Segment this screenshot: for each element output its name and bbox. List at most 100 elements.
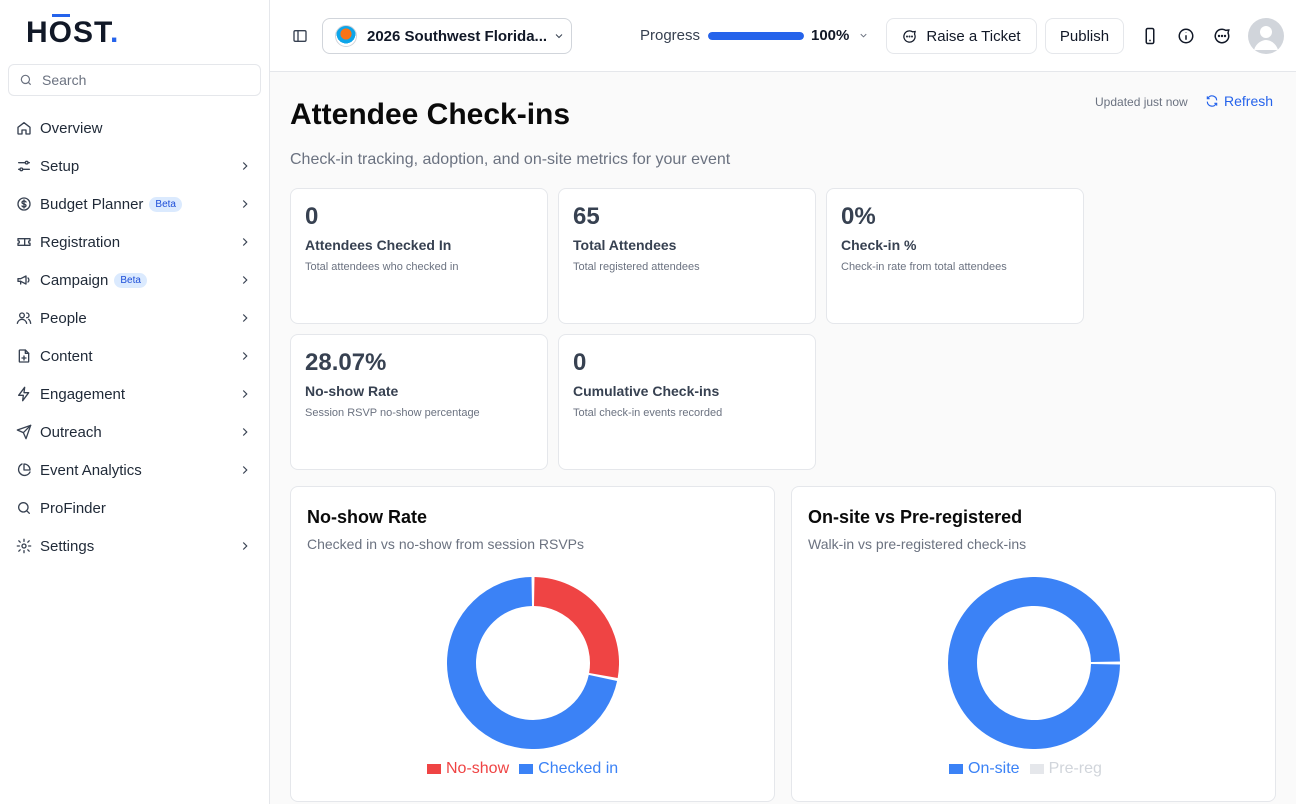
onsite-chart-card: On-site vs Pre-registered Walk-in vs pre… xyxy=(791,486,1276,802)
sidebar-item-event-analytics[interactable]: Event Analytics xyxy=(0,451,270,489)
user-silhouette-icon xyxy=(1254,26,1278,50)
search-icon xyxy=(16,500,32,516)
sidebar-item-label: Campaign xyxy=(40,271,109,289)
sidebar-toggle-icon[interactable] xyxy=(292,28,308,44)
chart-legend: No-show Checked in xyxy=(427,760,628,778)
sidebar-item-profinder[interactable]: ProFinder xyxy=(0,489,270,527)
legend-item-checked-in[interactable]: Checked in xyxy=(519,760,618,778)
donut-slice-no-show[interactable] xyxy=(533,577,619,678)
legend-label: No-show xyxy=(446,760,510,777)
refresh-label: Refresh xyxy=(1224,93,1274,109)
chevron-right-icon xyxy=(242,276,248,284)
chart-subtitle: Checked in vs no-show from session RSVPs xyxy=(307,536,584,552)
chevron-right-icon xyxy=(242,314,248,322)
search-icon xyxy=(20,74,32,86)
dollar-circle-icon xyxy=(16,196,32,212)
mobile-icon[interactable] xyxy=(1141,27,1159,45)
raise-ticket-label: Raise a Ticket xyxy=(926,27,1021,45)
sidebar-item-label: Settings xyxy=(40,537,95,555)
donut-slice-on-site[interactable] xyxy=(948,577,1120,749)
search-input[interactable] xyxy=(42,72,242,88)
sidebar-item-setup[interactable]: Setup xyxy=(0,147,270,185)
no-show-donut-chart xyxy=(447,577,619,749)
publish-button[interactable]: Publish xyxy=(1045,18,1124,54)
sidebar-item-engagement[interactable]: Engagement xyxy=(0,375,270,413)
host-logo[interactable]: HOST. xyxy=(26,14,120,49)
sidebar-item-content[interactable]: Content xyxy=(0,337,270,375)
legend-label: Checked in xyxy=(538,760,619,777)
stat-value: 65 xyxy=(573,203,600,230)
sidebar-item-overview[interactable]: Overview xyxy=(0,109,270,147)
sidebar-item-label: Budget Planner xyxy=(40,195,144,213)
beta-badge: Beta xyxy=(114,272,147,288)
stat-description: Total check-in events recorded xyxy=(573,407,723,419)
progress-percent: 100% xyxy=(811,27,850,44)
stat-card-total-attendees: 65 Total Attendees Total registered atte… xyxy=(558,188,816,324)
chevron-right-icon xyxy=(242,352,248,360)
refresh-button[interactable]: Refresh xyxy=(1205,93,1273,109)
legend-label: Pre-reg xyxy=(1048,760,1102,777)
sidebar-item-label: Engagement xyxy=(40,385,126,403)
event-name: 2026 Southwest Florida... xyxy=(367,27,548,45)
sidebar-item-registration[interactable]: Registration xyxy=(0,223,270,261)
send-icon xyxy=(16,424,32,440)
stat-value: 0% xyxy=(841,203,876,230)
stat-value: 0 xyxy=(573,349,587,376)
stat-label: No-show Rate xyxy=(305,383,399,399)
megaphone-icon xyxy=(16,272,32,288)
raise-ticket-button[interactable]: Raise a Ticket xyxy=(886,18,1037,54)
refresh-icon xyxy=(1206,95,1218,107)
gear-icon xyxy=(16,538,32,554)
donut-slice-checked-in[interactable] xyxy=(447,577,618,749)
legend-item-pre-reg[interactable]: Pre-reg xyxy=(1029,760,1102,778)
event-selector[interactable]: 2026 Southwest Florida... xyxy=(322,18,572,54)
sidebar-nav: Overview Setup Budget Planner Beta Registrat… xyxy=(0,109,270,565)
updated-timestamp: Updated just now xyxy=(1095,95,1188,109)
event-logo xyxy=(335,25,357,47)
chart-title: On-site vs Pre-registered xyxy=(808,507,1023,527)
file-plus-icon xyxy=(16,348,32,364)
user-avatar[interactable] xyxy=(1248,18,1284,54)
sidebar-item-people[interactable]: People xyxy=(0,299,270,337)
sidebar-item-outreach[interactable]: Outreach xyxy=(0,413,270,451)
chevron-right-icon xyxy=(242,542,248,550)
chevron-right-icon xyxy=(242,238,248,246)
sidebar-item-label: ProFinder xyxy=(40,499,106,517)
legend-swatch xyxy=(949,764,963,774)
sidebar-item-settings[interactable]: Settings xyxy=(0,527,270,565)
page-title: Attendee Check-ins xyxy=(290,98,571,131)
chevron-right-icon xyxy=(242,428,248,436)
legend-label: On-site xyxy=(968,760,1020,777)
onsite-donut-chart xyxy=(948,577,1120,749)
top-bar: 2026 Southwest Florida... Progress 100% … xyxy=(270,0,1296,72)
sidebar-item-campaign[interactable]: Campaign Beta xyxy=(0,261,270,299)
progress-fill xyxy=(708,32,804,40)
chat-icon[interactable] xyxy=(1213,27,1231,45)
chart-legend: On-site Pre-reg xyxy=(949,760,1112,778)
chevron-right-icon xyxy=(242,390,248,398)
sidebar-item-budget-planner[interactable]: Budget Planner Beta xyxy=(0,185,270,223)
legend-item-on-site[interactable]: On-site xyxy=(949,760,1020,778)
sidebar-item-label: Registration xyxy=(40,233,121,251)
page-subtitle: Check-in tracking, adoption, and on-site… xyxy=(290,151,731,168)
stat-description: Total registered attendees xyxy=(573,261,700,273)
stat-value: 0 xyxy=(305,203,319,230)
stat-value: 28.07% xyxy=(305,349,387,376)
sidebar-item-label: People xyxy=(40,309,87,327)
stat-label: Total Attendees xyxy=(573,237,677,253)
sidebar-item-label: Setup xyxy=(40,157,80,175)
stat-label: Attendees Checked In xyxy=(305,237,452,253)
stat-card-checkin-percent: 0% Check-in % Check-in rate from total a… xyxy=(826,188,1084,324)
progress-chevron-down-icon[interactable] xyxy=(858,30,869,41)
users-icon xyxy=(16,310,32,326)
search-box[interactable] xyxy=(8,64,261,96)
pie-chart-icon xyxy=(16,462,32,478)
sidebar: HOST. Overview Setup Budget Planner Beta Reg… xyxy=(0,0,270,804)
legend-item-no-show[interactable]: No-show xyxy=(427,760,509,778)
info-icon[interactable] xyxy=(1177,27,1195,45)
stat-description: Check-in rate from total attendees xyxy=(841,261,1007,273)
sidebar-item-label: Event Analytics xyxy=(40,461,142,479)
chevron-down-icon xyxy=(555,34,563,39)
beta-badge: Beta xyxy=(149,196,182,212)
legend-swatch xyxy=(519,764,534,774)
